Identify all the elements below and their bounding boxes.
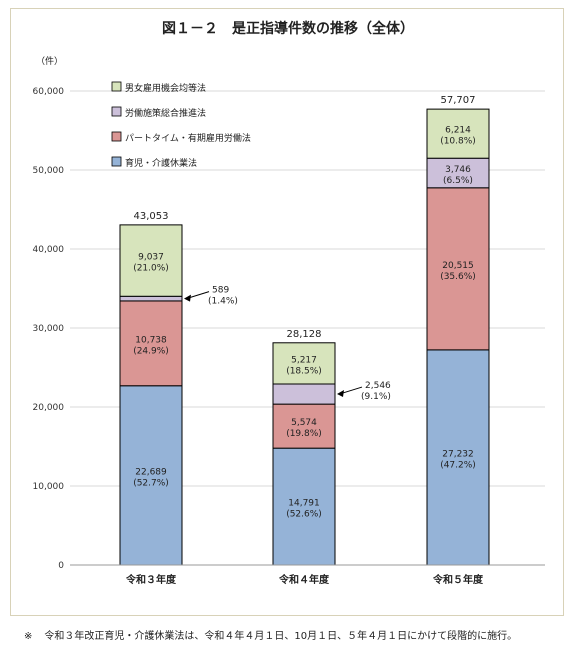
y-tick-label: 50,000 xyxy=(33,166,65,176)
segment-pct-label: (6.5%) xyxy=(443,176,473,186)
y-tick-label: 60,000 xyxy=(33,87,65,97)
bar-segment xyxy=(119,300,183,387)
segment-value-label: 5,217 xyxy=(291,355,317,365)
segment-value-label: 9,037 xyxy=(138,253,164,263)
bar-segment xyxy=(426,108,490,159)
segment-value-label: 14,791 xyxy=(288,499,320,509)
bar-segment xyxy=(272,342,336,385)
y-tick-label: 10,000 xyxy=(33,482,65,492)
segment-pct-label: (10.8%) xyxy=(440,137,476,147)
y-tick-label: 30,000 xyxy=(33,324,65,334)
x-tick-label: 令和５年度 xyxy=(432,573,484,586)
total-label: 28,128 xyxy=(287,329,322,340)
chart-title: 図１－２ 是正指導件数の推移（全体） xyxy=(162,20,414,37)
bar-segment xyxy=(119,385,183,566)
segment-pct-label: (24.9%) xyxy=(133,346,169,356)
callout-arrow-line xyxy=(187,291,210,299)
bar-segment xyxy=(272,383,336,405)
y-tick-label: 40,000 xyxy=(33,245,65,255)
total-label: 43,053 xyxy=(134,211,169,222)
x-tick-label: 令和３年度 xyxy=(125,573,177,586)
segment-pct-label: (9.1%) xyxy=(361,392,391,402)
bar-segment xyxy=(272,403,336,449)
x-tick-label: 令和４年度 xyxy=(278,573,330,586)
callout-arrow-head xyxy=(184,294,191,302)
segment-pct-label: (52.6%) xyxy=(286,510,322,520)
legend-label: パートタイム・有期雇用労働法 xyxy=(125,132,251,144)
y-tick-label: 0 xyxy=(58,561,64,571)
segment-value-label: 22,689 xyxy=(135,467,167,477)
legend-label: 男女雇用機会均等法 xyxy=(125,82,206,94)
segment-value-label: 10,738 xyxy=(135,335,167,345)
legend-swatch xyxy=(111,156,122,167)
footnote-text: 令和３年改正育児・介護休業法は、令和４年４月１日、10月１日、５年４月１日にかけ… xyxy=(44,631,518,642)
segment-value-label: 3,746 xyxy=(445,165,471,175)
bar-segment xyxy=(119,224,183,297)
segment-pct-label: (19.8%) xyxy=(286,429,322,439)
legend-swatch xyxy=(111,131,122,142)
segment-value-label: 27,232 xyxy=(442,449,474,459)
segment-value-label: 5,574 xyxy=(291,418,317,428)
callout-arrow-head xyxy=(337,390,344,398)
y-axis-label: （件） xyxy=(36,55,63,67)
segment-value-label: 6,214 xyxy=(445,126,471,136)
segment-pct-label: (18.5%) xyxy=(286,366,322,376)
legend-label: 育児・介護休業法 xyxy=(125,157,197,169)
legend-swatch xyxy=(111,81,122,92)
segment-pct-label: (35.6%) xyxy=(440,272,476,282)
total-label: 57,707 xyxy=(441,95,476,106)
segment-pct-label: (21.0%) xyxy=(133,264,169,274)
bar-segment xyxy=(119,295,183,302)
bar-segment xyxy=(426,187,490,351)
footnote: ※ 令和３年改正育児・介護休業法は、令和４年４月１日、10月１日、５年４月１日にか… xyxy=(24,627,517,642)
axes: 0 10,000 20,000 30,000 40,000 50,000 60,000 令和３… xyxy=(33,87,545,586)
segment-pct-label: (47.2%) xyxy=(440,460,476,470)
callout-arrow-line xyxy=(340,386,363,395)
segment-value-label: 20,515 xyxy=(442,261,474,271)
segment-value-label: 2,546 xyxy=(365,381,391,391)
segment-pct-label: (1.4%) xyxy=(208,297,238,307)
legend-label: 労働施策総合推進法 xyxy=(125,107,206,119)
bars xyxy=(119,108,490,566)
data-labels: 22,689(52.7%) 10,738(24.9%) 589(1.4%) 9,037… xyxy=(133,95,476,519)
segment-pct-label: (52.7%) xyxy=(133,478,169,488)
legend-swatch xyxy=(111,106,122,117)
footnote-mark: ※ xyxy=(24,631,33,642)
segment-value-label: 589 xyxy=(212,286,229,296)
y-tick-label: 20,000 xyxy=(33,403,65,413)
